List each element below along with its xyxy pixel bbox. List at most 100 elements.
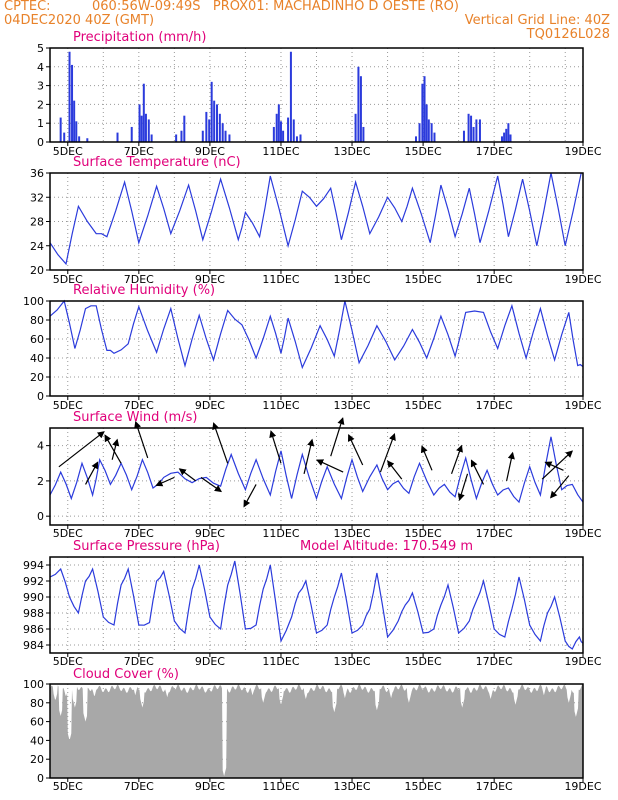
x-tick-label: 19DEC (564, 527, 601, 540)
wind-arrow (212, 422, 229, 464)
y-tick-label: 100 (23, 678, 44, 691)
x-tick-label: 11DEC (262, 527, 299, 540)
wind-arrow (58, 431, 105, 468)
x-tick-label: 11DEC (262, 780, 299, 793)
x-tick-label: 17DEC (476, 527, 513, 540)
panel-frame (49, 683, 584, 779)
wind-arrow (303, 438, 315, 474)
x-tick-label: 9DEC (195, 145, 225, 158)
precip-bar (475, 119, 478, 142)
y-tick-label: 20 (30, 753, 44, 766)
x-tick-label: 13DEC (333, 273, 370, 286)
x-tick-label: 13DEC (333, 399, 370, 412)
wind-arrow (85, 461, 99, 485)
x-tick-label: 5DEC (53, 145, 83, 158)
precip-bar (509, 134, 512, 142)
precip-bar (183, 115, 186, 142)
panel-6: Cloud Cover (%) 0 20 40 60 80 100 5DEC 7DEC 9DEC 1… (23, 667, 602, 793)
x-tick-label: 5DEC (53, 399, 83, 412)
x-tick-label: 11DEC (262, 399, 299, 412)
precip-bar (147, 119, 150, 142)
y-tick-label: 994 (23, 559, 44, 572)
wind-arrow (550, 475, 570, 499)
precip-bar (462, 130, 465, 142)
precip-bar (282, 130, 285, 142)
precip-bar (279, 121, 282, 142)
x-tick-label: 19DEC (564, 145, 601, 158)
x-tick-label: 7DEC (124, 527, 154, 540)
y-tick-label: 0 (37, 772, 44, 785)
x-tick-label: 5DEC (53, 273, 83, 286)
precip-bar (287, 117, 290, 142)
wind-arrow (347, 433, 364, 466)
x-tick-label: 19DEC (564, 273, 601, 286)
precip-bar (210, 81, 213, 142)
panel-frame (49, 427, 584, 526)
x-tick-label: 15DEC (405, 655, 442, 668)
precip-bar (421, 83, 424, 142)
y-tick-label: 0 (37, 390, 44, 403)
wind-arrow (104, 434, 122, 464)
y-tick-label: 3 (37, 80, 44, 93)
x-tick-label: 13DEC (333, 780, 370, 793)
header-source: CPTEC: (4, 0, 51, 14)
x-tick-label: 5DEC (53, 655, 83, 668)
y-tick-label: 1 (37, 117, 44, 130)
x-tick-label: 9DEC (195, 273, 225, 286)
precip-bar (289, 51, 292, 143)
y-tick-label: 80 (30, 697, 44, 710)
precip-bar (59, 117, 62, 142)
precip-bar (205, 111, 208, 142)
precip-bar (208, 119, 211, 142)
panel-frame (49, 300, 584, 397)
series-line (49, 560, 584, 650)
wind-arrow (111, 438, 120, 460)
x-tick-label: 17DEC (476, 655, 513, 668)
y-tick-label: 0 (37, 510, 44, 523)
y-tick-label: 990 (23, 591, 44, 604)
y-tick-label: 0 (37, 136, 44, 149)
panel-frame (49, 556, 584, 654)
y-tick-label: 100 (23, 295, 44, 308)
panel-4: Surface Wind (m/s) 0 2 4 5DEC 7DEC 9DEC 11DEC 13… (37, 410, 602, 540)
x-tick-label: 15DEC (405, 145, 442, 158)
precip-bar (78, 136, 81, 142)
header-location: 060:56W-09:49S PROX01: MACHADINHO D OEST… (92, 0, 459, 14)
precip-bar (357, 66, 360, 142)
panel-title: Relative Humidity (%) (73, 283, 215, 298)
y-tick-label: 80 (30, 314, 44, 327)
x-tick-label: 13DEC (333, 145, 370, 158)
series-line (49, 172, 582, 266)
precip-bar (470, 115, 473, 142)
y-tick-label: 60 (30, 333, 44, 346)
precip-bar (213, 100, 216, 142)
x-tick-label: 17DEC (476, 145, 513, 158)
x-tick-label: 17DEC (476, 399, 513, 412)
y-tick-label: 984 (23, 639, 44, 652)
x-tick-label: 13DEC (333, 527, 370, 540)
precip-bar (130, 126, 133, 142)
precip-bar (75, 121, 78, 142)
precip-bar (272, 126, 275, 142)
x-tick-label: 9DEC (195, 780, 225, 793)
precip-bar (478, 119, 481, 142)
x-tick-label: 7DEC (124, 273, 154, 286)
precip-bar (472, 126, 475, 142)
y-tick-label: 2 (37, 98, 44, 111)
precip-bar (507, 123, 510, 142)
x-tick-label: 7DEC (124, 780, 154, 793)
precip-bar (68, 51, 71, 143)
y-tick-label: 20 (30, 264, 44, 277)
y-tick-label: 24 (30, 240, 44, 253)
precip-bar (216, 104, 219, 142)
x-tick-label: 17DEC (476, 780, 513, 793)
precip-bar (224, 130, 227, 142)
x-tick-label: 17DEC (476, 273, 513, 286)
x-tick-label: 5DEC (53, 780, 83, 793)
chart-header: CPTEC: 060:56W-09:49S PROX01: MACHADINHO… (0, 0, 618, 48)
wind-arrow (420, 445, 433, 471)
x-tick-label: 7DEC (124, 655, 154, 668)
x-tick-label: 5DEC (53, 527, 83, 540)
x-tick-label: 19DEC (564, 399, 601, 412)
